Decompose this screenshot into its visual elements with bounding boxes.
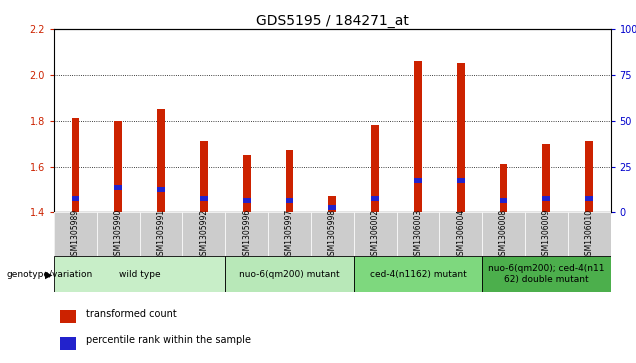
Bar xyxy=(157,187,165,192)
Bar xyxy=(311,212,354,256)
Bar xyxy=(183,212,225,256)
Text: ▶: ▶ xyxy=(45,270,52,280)
Text: transformed count: transformed count xyxy=(86,309,177,319)
Bar xyxy=(543,196,550,201)
Bar xyxy=(60,310,76,322)
Bar xyxy=(500,164,508,212)
Text: GSM1305989: GSM1305989 xyxy=(71,209,80,260)
Text: GSM1305990: GSM1305990 xyxy=(114,208,123,260)
Text: nuo-6(qm200) mutant: nuo-6(qm200) mutant xyxy=(239,270,340,278)
Bar xyxy=(60,337,76,350)
Text: GSM1306002: GSM1306002 xyxy=(371,209,380,260)
Bar xyxy=(286,198,293,203)
Bar xyxy=(354,212,396,256)
Title: GDS5195 / 184271_at: GDS5195 / 184271_at xyxy=(256,14,409,28)
Bar xyxy=(457,178,464,183)
Bar xyxy=(268,212,311,256)
Bar xyxy=(414,178,422,183)
Text: GSM1306010: GSM1306010 xyxy=(584,209,593,260)
Bar xyxy=(328,205,336,210)
Bar xyxy=(286,151,293,212)
Text: GSM1305992: GSM1305992 xyxy=(200,209,209,260)
Text: GSM1306003: GSM1306003 xyxy=(413,208,422,260)
Bar xyxy=(225,212,268,256)
Text: genotype/variation: genotype/variation xyxy=(6,270,93,279)
Bar xyxy=(585,196,593,201)
Bar xyxy=(439,212,482,256)
Bar xyxy=(543,144,550,212)
Bar xyxy=(568,212,611,256)
Bar xyxy=(414,61,422,212)
Bar xyxy=(114,121,122,212)
Bar xyxy=(354,256,482,292)
Bar xyxy=(114,185,122,190)
Bar xyxy=(200,141,208,212)
Text: percentile rank within the sample: percentile rank within the sample xyxy=(86,335,251,345)
Bar xyxy=(97,212,140,256)
Bar xyxy=(72,196,80,201)
Bar xyxy=(72,118,80,212)
Text: GSM1306008: GSM1306008 xyxy=(499,209,508,260)
Bar xyxy=(243,198,251,203)
Bar xyxy=(371,125,379,212)
Bar xyxy=(140,212,183,256)
Bar xyxy=(200,196,208,201)
Text: GSM1305996: GSM1305996 xyxy=(242,208,251,260)
Bar xyxy=(585,141,593,212)
Text: GSM1305998: GSM1305998 xyxy=(328,209,337,260)
Bar xyxy=(243,155,251,212)
Bar xyxy=(457,64,464,212)
Bar xyxy=(225,256,354,292)
Bar xyxy=(328,196,336,212)
Text: GSM1305991: GSM1305991 xyxy=(156,209,165,260)
Text: ced-4(n1162) mutant: ced-4(n1162) mutant xyxy=(370,270,466,278)
Bar xyxy=(54,212,97,256)
Bar xyxy=(54,256,225,292)
Bar xyxy=(396,212,439,256)
Text: wild type: wild type xyxy=(119,270,160,278)
Bar xyxy=(157,109,165,212)
Text: GSM1305997: GSM1305997 xyxy=(285,208,294,260)
Bar xyxy=(371,196,379,201)
Text: GSM1306004: GSM1306004 xyxy=(456,208,465,260)
Bar xyxy=(482,212,525,256)
Bar xyxy=(500,198,508,203)
Bar xyxy=(525,212,568,256)
Bar xyxy=(482,256,611,292)
Text: nuo-6(qm200); ced-4(n11
62) double mutant: nuo-6(qm200); ced-4(n11 62) double mutan… xyxy=(488,264,605,284)
Text: GSM1306009: GSM1306009 xyxy=(542,208,551,260)
